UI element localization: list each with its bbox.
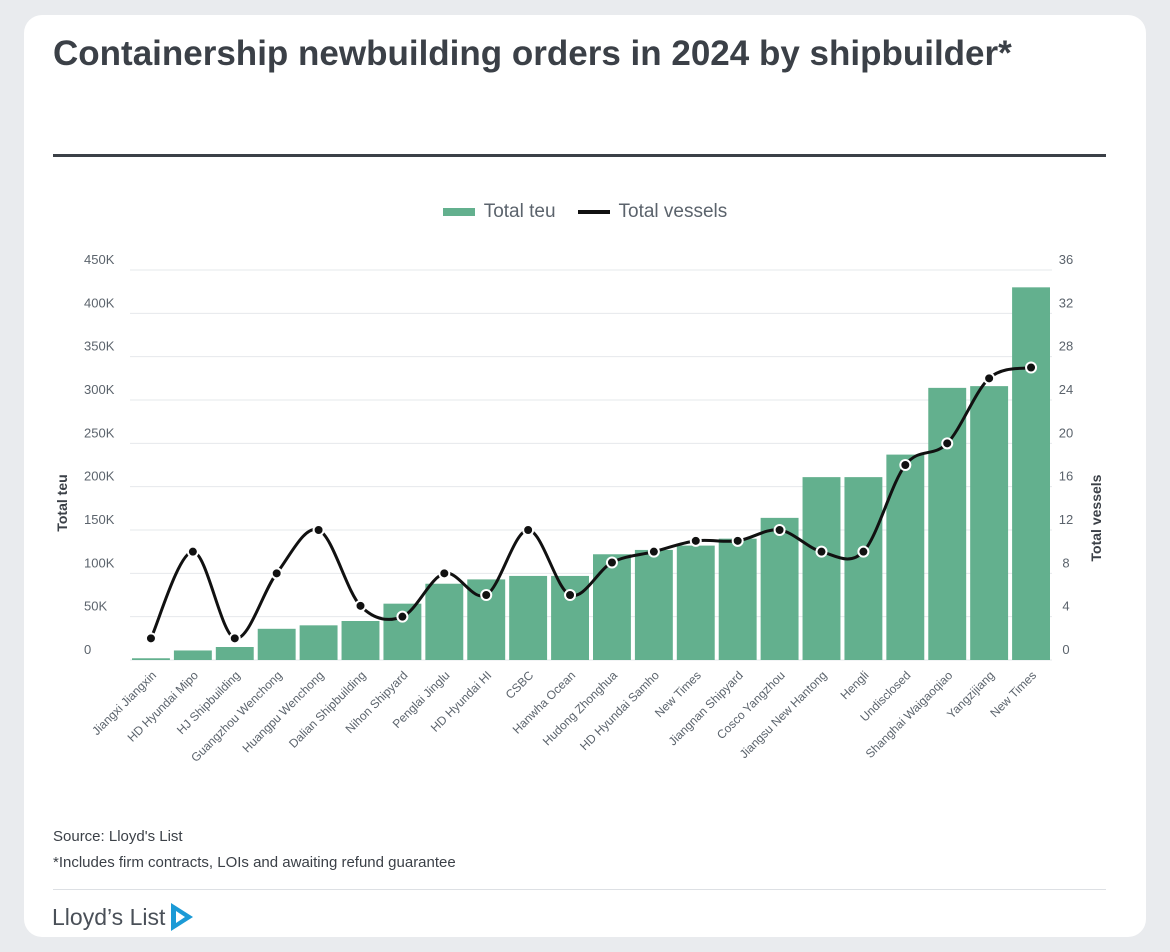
vessel-point [1025, 361, 1038, 374]
bar [844, 477, 883, 660]
y2-tick-label: 20 [1059, 425, 1073, 440]
vessel-point [647, 545, 660, 558]
x-tick-label: Hudong Zhonghua [540, 668, 620, 748]
y2-tick-label: 36 [1059, 252, 1073, 267]
vessel-point [144, 632, 157, 645]
vessel-points [144, 361, 1038, 645]
vessel-point [396, 610, 409, 623]
bar [634, 549, 673, 660]
vessel-point [689, 534, 702, 547]
y-tick-label: 0 [84, 642, 91, 657]
bar [1012, 287, 1050, 660]
y-tick-label: 450K [84, 252, 115, 267]
vessel-point [899, 459, 912, 471]
bar [551, 575, 589, 660]
x-tick-label: Hengli [838, 668, 872, 702]
vessel-point [815, 545, 828, 558]
legend-label-teu: Total teu [483, 201, 556, 222]
source-note: Source: Lloyd's List [53, 828, 183, 845]
title-divider [53, 154, 1106, 157]
y2-tick-label: 0 [1062, 642, 1069, 657]
y2-tick-label: 8 [1062, 555, 1069, 570]
bar [593, 554, 631, 660]
vessel-point [228, 632, 241, 645]
bar [257, 628, 296, 660]
y2-tick-label: 16 [1059, 469, 1073, 484]
vessel-point [480, 589, 493, 601]
bar [676, 545, 715, 660]
y-tick-label: 350K [84, 339, 115, 354]
brand-arrow-icon [171, 903, 194, 931]
right-axis-label: Total vessels [1088, 474, 1104, 561]
left-axis-label: Total teu [54, 474, 70, 531]
legend-swatch-bar [442, 208, 475, 216]
x-tick-label: HD Hyundai Mipo [125, 668, 202, 745]
x-tick-label: Jiangnan Shipyard [666, 668, 746, 748]
vessel-point [773, 524, 786, 536]
y2-tick-label: 4 [1062, 599, 1069, 614]
y-tick-label: 300K [84, 382, 115, 397]
y-tick-label: 100K [84, 555, 115, 570]
footnote: *Includes firm contracts, LOIs and await… [53, 854, 456, 871]
legend-label-vessels: Total vessels [618, 201, 728, 222]
bar [299, 625, 338, 660]
y2-tick-label: 28 [1059, 339, 1073, 354]
x-tick-label: Dalian Shipbuilding [286, 668, 369, 751]
bars [132, 287, 1050, 660]
vessel-point [312, 524, 325, 536]
vessel-point [186, 545, 199, 558]
legend-item-teu[interactable]: Total teu [442, 201, 556, 223]
left-axis-ticks: 0 50K 100K 150K 200K 250K 300K 350K 400K 450K [84, 252, 115, 657]
chart-title: Containership newbuilding orders in 2024… [53, 34, 1012, 73]
y-tick-label: 250K [84, 425, 115, 440]
y-tick-label: 200K [84, 469, 115, 484]
bar [509, 575, 548, 660]
legend-item-vessels[interactable]: Total vessels [577, 201, 728, 223]
bar [760, 517, 799, 660]
vessel-point [354, 599, 367, 612]
vessel-point [605, 556, 618, 569]
bar [173, 650, 212, 660]
brand-logo: Lloyd’s List [52, 900, 196, 934]
bar [886, 454, 925, 660]
y-tick-label: 50K [84, 599, 107, 614]
bar [802, 477, 841, 660]
y2-tick-label: 32 [1059, 295, 1073, 310]
bar [928, 387, 967, 660]
x-tick-label: HD Hyundai Samho [577, 668, 662, 753]
x-tick-label: CSBC [503, 668, 537, 702]
vessel-point [941, 437, 954, 450]
y-tick-label: 150K [84, 512, 115, 527]
footer-divider [53, 889, 1106, 890]
y2-tick-label: 12 [1059, 512, 1073, 527]
x-tick-label: Huangpu Wenchong [240, 668, 327, 755]
bar [970, 386, 1009, 660]
right-axis-ticks: 0 4 8 12 16 20 24 28 32 36 [1059, 252, 1073, 657]
bar [425, 583, 464, 660]
y2-tick-label: 24 [1059, 382, 1073, 397]
bar [132, 658, 170, 660]
bar [341, 621, 380, 660]
vessel-point [270, 567, 283, 580]
vessel-point [564, 589, 577, 601]
brand-wordmark: Lloyd’s List [52, 903, 166, 930]
legend-swatch-line [577, 210, 610, 214]
legend: Total teu Total vessels [0, 198, 1170, 226]
vessel-point [857, 545, 870, 558]
vessel-point [731, 534, 744, 547]
y-tick-label: 400K [84, 295, 115, 310]
vessel-point [438, 567, 451, 580]
bar [718, 538, 757, 660]
vessel-point [522, 524, 535, 536]
bar [215, 647, 254, 660]
vessel-point [983, 372, 996, 385]
